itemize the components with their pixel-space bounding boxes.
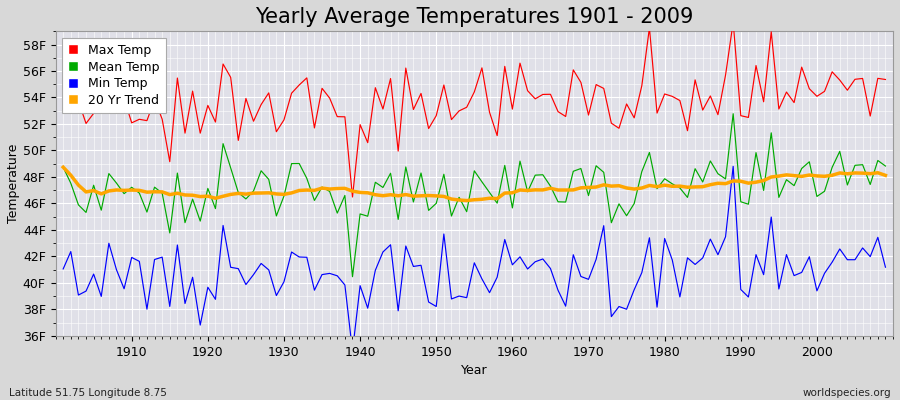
Y-axis label: Temperature: Temperature — [7, 144, 20, 223]
Text: worldspecies.org: worldspecies.org — [803, 388, 891, 398]
Text: Latitude 51.75 Longitude 8.75: Latitude 51.75 Longitude 8.75 — [9, 388, 166, 398]
Legend: Max Temp, Mean Temp, Min Temp, 20 Yr Trend: Max Temp, Mean Temp, Min Temp, 20 Yr Tre… — [62, 38, 166, 113]
Title: Yearly Average Temperatures 1901 - 2009: Yearly Average Temperatures 1901 - 2009 — [255, 7, 694, 27]
X-axis label: Year: Year — [461, 364, 488, 377]
